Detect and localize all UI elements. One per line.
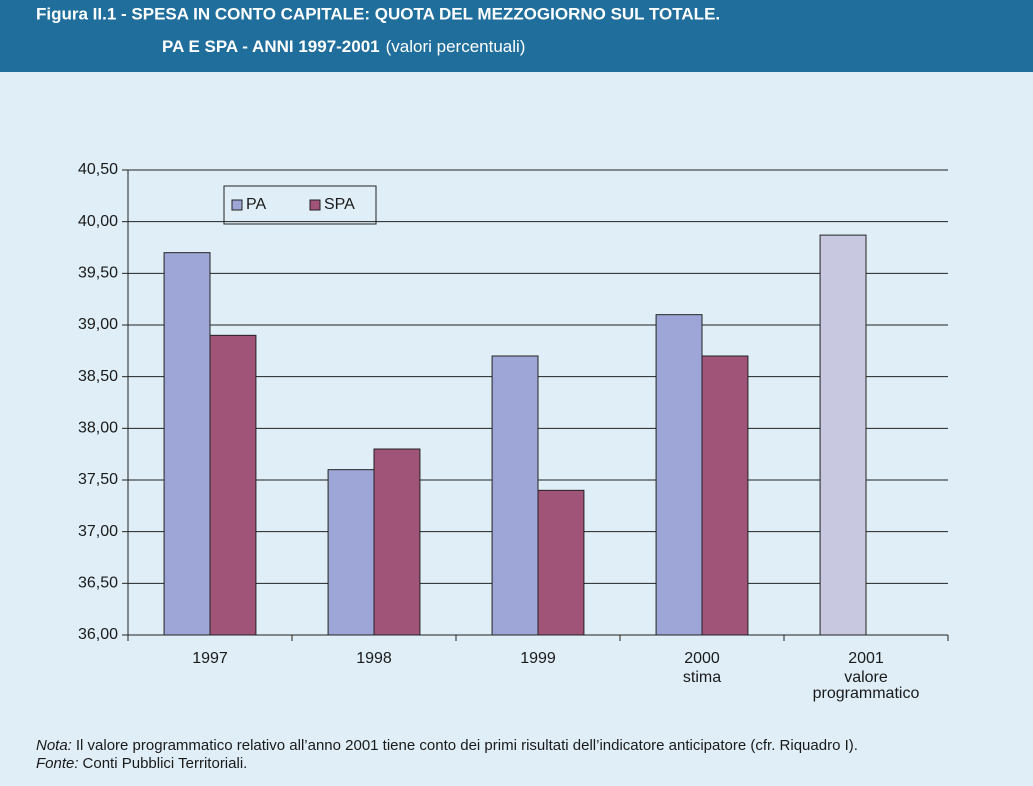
y-tick-label: 37,00 [78,523,118,540]
bar [537,489,585,636]
source-label: Fonte: [36,755,79,772]
y-tick-label: 36,50 [78,575,118,592]
bar [209,334,257,636]
plot: 36,00 36,50 37,00 37,50 38,00 38,50 39,00 39,50… [78,161,949,702]
bar [163,252,211,636]
bar [373,448,421,636]
note-text: Il valore programmatico relativo all’ann… [76,737,858,754]
legend-label: PA [246,196,266,213]
y-tick-label: 39,50 [78,265,118,282]
bar [327,469,375,636]
legend-label: SPA [324,196,355,213]
note: Nota: Il valore programmatico relativo al… [36,737,858,754]
bar [701,355,749,636]
source: Fonte: Conti Pubblici Territoriali. [36,755,247,772]
bar [819,234,867,636]
x-tick-note: programmatico [813,685,920,702]
x-tick-label: 1998 [356,650,392,667]
legend-swatch [231,199,243,211]
y-tick-label: 40,00 [78,213,118,230]
source-text: Conti Pubblici Territoriali. [83,755,248,772]
header-band [0,0,1033,72]
note-label: Nota: [36,737,72,754]
x-tick-label: 2001 [848,650,884,667]
y-tick-label: 39,00 [78,316,118,333]
bar [655,314,703,636]
x-tick-label: 2000 [684,650,720,667]
x-tick-label: 1997 [192,650,228,667]
y-tick-label: 38,00 [78,420,118,437]
title-line: PA E SPA - ANNI 1997-2001 [162,37,380,56]
title-line: Figura II.1 - SPESA IN CONTO CAPITALE: Q… [36,4,720,23]
subtitle: (valori percentuali) [386,37,526,56]
legend-swatch [309,199,321,211]
y-tick-label: 36,00 [78,626,118,643]
y-tick-label: 40,50 [78,161,118,178]
legend-box [223,185,377,225]
bar [491,355,539,636]
x-tick-note: valore [844,669,888,686]
x-tick-note: stima [683,669,721,686]
title-line-2: PA E SPA - ANNI 1997-2001 (valori percent… [162,37,525,56]
y-tick-label: 38,50 [78,368,118,385]
y-tick-label: 37,50 [78,471,118,488]
x-tick-label: 1999 [520,650,556,667]
